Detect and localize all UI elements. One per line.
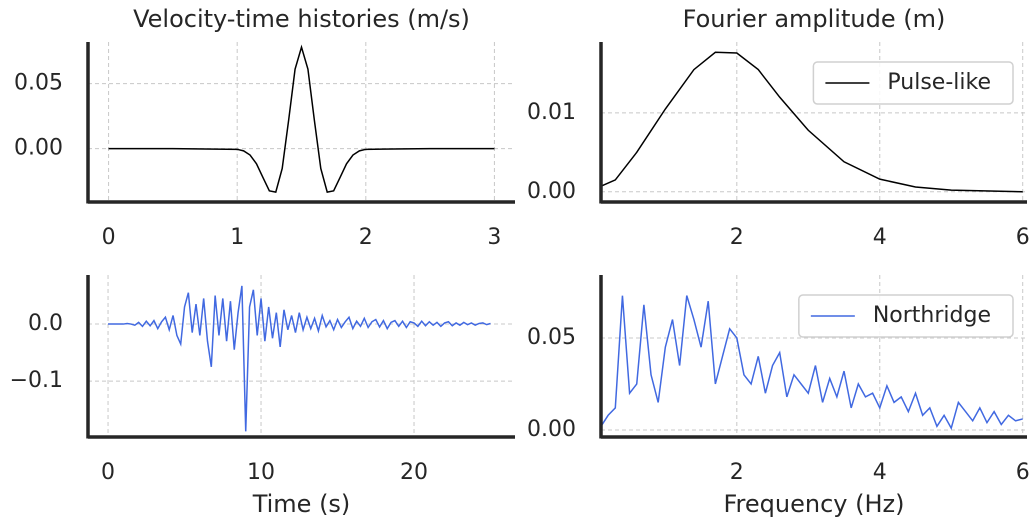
y-tick-label: −0.1 xyxy=(10,368,63,393)
line xyxy=(108,285,491,432)
legend: Northridge xyxy=(798,294,1014,338)
y-tick-label: 0.0 xyxy=(28,311,63,336)
legend-label: Pulse-like xyxy=(887,70,991,95)
y-tick-label: 0.00 xyxy=(527,179,576,204)
x-tick-label: 0 xyxy=(101,460,115,485)
x-tick-label: 20 xyxy=(400,460,428,485)
x-tick-label: 0 xyxy=(102,225,116,250)
subplot: 0 10 20 −0.1 0.0 Time (s) xyxy=(10,275,515,518)
x-tick-label: 1 xyxy=(230,225,244,250)
subplot: 2 4 6 0.00 0.01 Fourier amplitude (m) Pulse-li… xyxy=(527,5,1030,250)
x-tick-label: 3 xyxy=(487,225,501,250)
x-tick-label: 10 xyxy=(247,460,275,485)
y-tick-label: 0.05 xyxy=(14,71,63,96)
x-tick-label: 2 xyxy=(359,225,373,250)
legend-label: Northridge xyxy=(873,303,991,328)
x-tick-label: 4 xyxy=(873,225,887,250)
subplot: 0 1 2 3 0.00 0.05 Velocity-time histories (m/s… xyxy=(14,5,515,250)
legend-box xyxy=(812,61,1014,105)
x-axis-label: Frequency (Hz) xyxy=(724,490,905,518)
x-tick-label: 6 xyxy=(1016,460,1030,485)
x-tick-label: 2 xyxy=(730,460,744,485)
y-tick-label: 0.05 xyxy=(527,325,576,350)
legend-box xyxy=(798,294,1014,338)
y-tick-label: 0.00 xyxy=(527,417,576,442)
x-tick-label: 2 xyxy=(730,225,744,250)
y-tick-label: 0.01 xyxy=(527,100,576,125)
line xyxy=(600,51,1023,193)
x-axis-label: Time (s) xyxy=(252,490,351,518)
line xyxy=(108,44,495,193)
subplot-title: Velocity-time histories (m/s) xyxy=(133,5,470,33)
subplot: 2 4 6 0.00 0.05 Frequency (Hz) Northridge xyxy=(527,275,1030,518)
line xyxy=(600,295,1023,431)
x-tick-label: 6 xyxy=(1016,225,1030,250)
subplot-title: Fourier amplitude (m) xyxy=(683,5,946,33)
legend: Pulse-like xyxy=(812,61,1014,105)
x-tick-label: 4 xyxy=(873,460,887,485)
y-tick-label: 0.00 xyxy=(14,136,63,161)
